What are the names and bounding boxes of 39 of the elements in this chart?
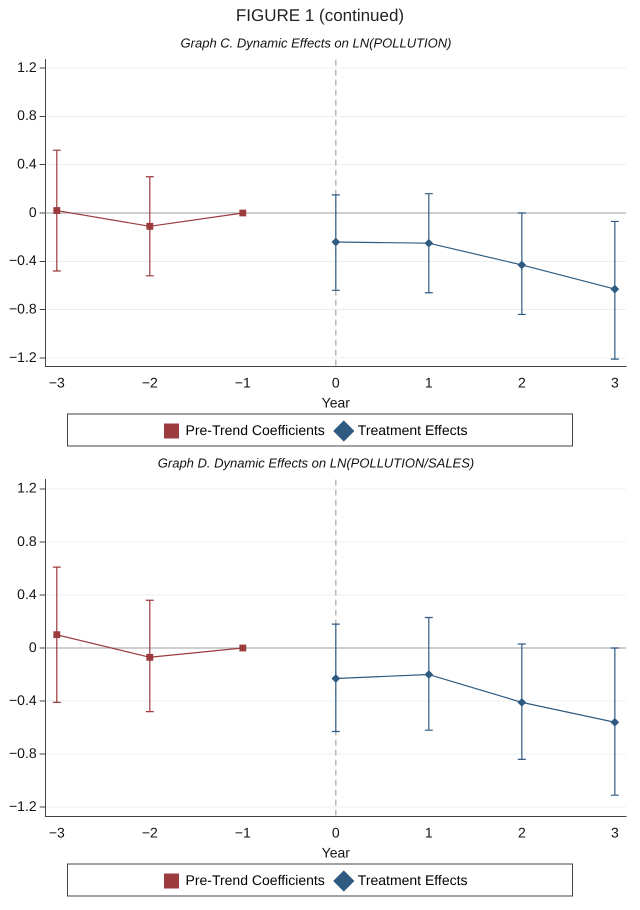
- x-tick-label: −3: [48, 374, 65, 391]
- point: [239, 644, 246, 652]
- y-tick-label: 0.4: [17, 586, 37, 602]
- y-tick-label: −0.4: [8, 252, 37, 268]
- legend-label: Pre-Trend Coefficients: [186, 422, 325, 438]
- chart-title: Graph D. Dynamic Effects on LN(POLLUTION/SALES): [158, 455, 474, 470]
- caption: FIGURE 1 (continued): [234, 5, 406, 27]
- legend-label: Treatment Effects: [358, 872, 468, 888]
- legend-label: Pre-Trend Coefficients: [186, 872, 325, 888]
- x-tick-label: −1: [234, 374, 252, 391]
- y-tick-label: 1.2: [17, 480, 37, 496]
- x-tick-label: 3: [610, 824, 619, 841]
- y-tick-label: −0.8: [8, 300, 37, 316]
- x-axis-title: Year: [322, 394, 350, 410]
- chart-title: Graph C. Dynamic Effects on LN(POLLUTION): [180, 35, 452, 50]
- x-tick-label: 0: [332, 374, 340, 391]
- x-tick-label: 1: [424, 824, 433, 841]
- x-tick-label: 1: [424, 374, 433, 391]
- x-tick-label: −2: [142, 374, 158, 391]
- y-tick-label: 0: [28, 204, 37, 220]
- x-tick-label: −2: [142, 824, 158, 841]
- x-axis-title: Year: [322, 844, 350, 860]
- y-tick-label: 0.8: [17, 107, 37, 124]
- y-tick-label: −1.2: [8, 348, 37, 365]
- x-tick-label: −1: [234, 824, 252, 841]
- y-tick-label: 0.4: [17, 156, 37, 172]
- x-tick-label: 0: [332, 824, 340, 841]
- legend-label: Treatment Effects: [358, 422, 468, 438]
- y-tick-label: 1.2: [17, 58, 37, 75]
- y-tick-label: −0.4: [8, 692, 37, 708]
- x-tick-label: 3: [610, 374, 619, 391]
- x-tick-label: 2: [518, 374, 526, 391]
- x-tick-label: −3: [48, 824, 65, 841]
- x-tick-label: 2: [518, 824, 526, 841]
- y-tick-label: 0.8: [17, 532, 37, 549]
- y-tick-label: 0: [28, 638, 37, 655]
- point: [239, 210, 246, 216]
- y-tick-label: −0.8: [8, 744, 37, 761]
- y-tick-label: −1.2: [8, 798, 37, 814]
